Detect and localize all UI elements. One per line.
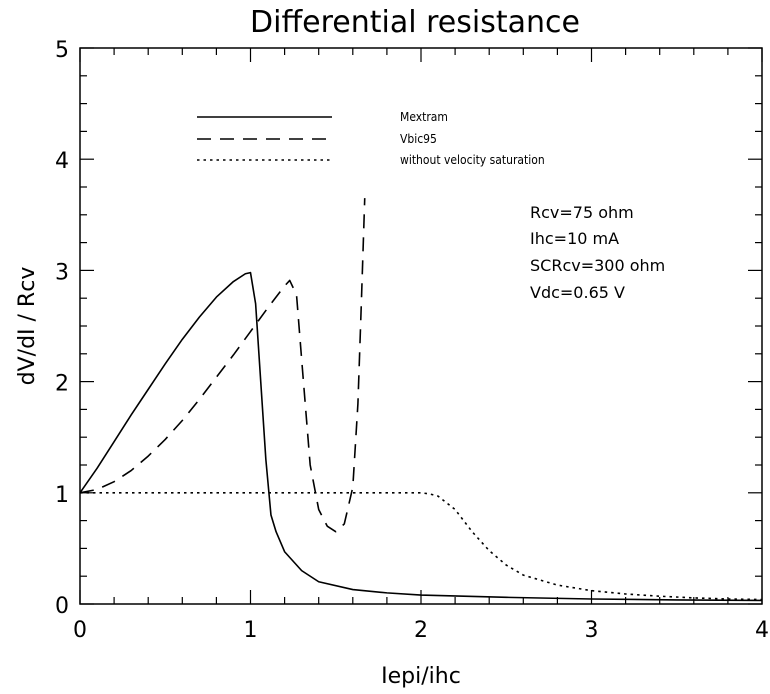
chart-title: Differential resistance xyxy=(250,5,580,40)
legend: Mextram Vbic95 without velocity saturati… xyxy=(197,110,545,167)
series-line-without-velocity-saturation xyxy=(80,492,763,601)
legend-label-without-velocity-saturation: without velocity saturation xyxy=(400,153,545,167)
annotation-vdc: Vdc=0.65 V xyxy=(530,283,625,302)
legend-label-vbic95: Vbic95 xyxy=(400,132,437,146)
parameter-annotations: Rcv=75 ohm Ihc=10 mA SCRcv=300 ohm Vdc=0… xyxy=(530,203,665,302)
x-tick-label: 0 xyxy=(73,618,87,643)
x-axis-label: Iepi/ihc xyxy=(381,664,461,689)
y-axis-label: dV/dI / Rcv xyxy=(15,267,40,386)
y-tick-label: 1 xyxy=(55,483,69,508)
y-tick-label: 3 xyxy=(55,260,69,285)
series-line-vbic95 xyxy=(79,198,366,533)
y-tick-label: 2 xyxy=(55,372,69,397)
tick-labels: 0 1 2 3 4 0 1 2 3 4 5 xyxy=(55,38,769,643)
x-tick-label: 3 xyxy=(585,618,599,643)
x-tick-label: 4 xyxy=(755,618,769,643)
series-group xyxy=(79,198,763,602)
legend-label-mextram: Mextram xyxy=(400,110,448,124)
y-tick-label: 4 xyxy=(55,149,69,174)
x-tick-label: 2 xyxy=(414,618,428,643)
annotation-scrcv: SCRcv=300 ohm xyxy=(530,256,665,275)
y-tick-label: 5 xyxy=(55,38,69,63)
series-line-mextram xyxy=(79,271,763,602)
annotation-rcv: Rcv=75 ohm xyxy=(530,203,634,222)
y-tick-label: 0 xyxy=(55,594,69,619)
x-tick-label: 1 xyxy=(244,618,258,643)
annotation-ihc: Ihc=10 mA xyxy=(530,229,619,248)
